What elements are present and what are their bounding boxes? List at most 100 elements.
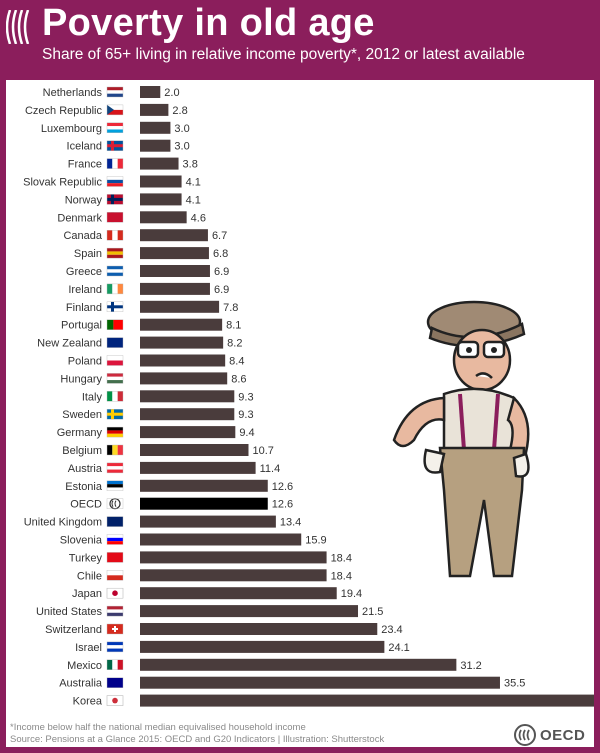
elderly-man-empty-pockets-icon (392, 300, 530, 578)
value-label: 6.7 (212, 230, 227, 242)
bar (140, 640, 385, 653)
country-flag-icon (106, 104, 124, 116)
category-label: New Zealand (37, 338, 102, 350)
bar (140, 658, 457, 671)
category-label: Norway (65, 194, 103, 206)
value-label: 9.3 (238, 409, 253, 421)
value-label: 3.8 (183, 159, 198, 171)
value-label: 21.5 (362, 606, 383, 618)
bar (140, 265, 210, 277)
oecd-stripes-icon (6, 10, 30, 44)
bar (140, 157, 179, 170)
value-label: 11.4 (260, 463, 281, 475)
country-flag-icon (106, 480, 124, 491)
value-label: 8.1 (226, 320, 241, 332)
category-label: Czech Republic (25, 105, 103, 117)
chart-panel: Netherlands 2.0 Czech Republic 2.8 Luxembour… (6, 80, 594, 747)
value-label: 8.4 (229, 356, 244, 368)
category-label: Slovak Republic (23, 177, 102, 189)
bar (140, 587, 337, 600)
value-label: 23.4 (381, 624, 402, 636)
footnote: *Income below half the national median e… (10, 722, 306, 733)
oecd-brand: OECD (514, 724, 585, 746)
category-label: Finland (66, 302, 102, 314)
value-label: 13.4 (280, 517, 301, 529)
category-label: Germany (57, 427, 103, 439)
bar (140, 336, 224, 349)
value-label: 9.3 (238, 391, 253, 403)
country-flag-icon (106, 552, 124, 563)
country-flag-icon (106, 677, 124, 688)
header: Poverty in old age Share of 65+ living i… (0, 0, 600, 80)
country-flag-icon (106, 605, 124, 617)
country-flag-icon (106, 391, 124, 402)
bar (140, 175, 182, 188)
category-label: Hungary (60, 373, 102, 385)
value-label: 6.8 (213, 248, 228, 260)
country-flag-icon (106, 623, 124, 635)
value-label: 6.9 (214, 284, 229, 296)
value-label: 12.6 (272, 499, 293, 511)
category-label: Luxembourg (41, 123, 102, 135)
country-flag-icon (106, 498, 124, 510)
category-label: Ireland (68, 284, 102, 296)
bar (140, 121, 171, 134)
bar (140, 444, 249, 456)
bar (140, 569, 327, 582)
country-flag-icon (106, 265, 124, 277)
category-label: Belgium (62, 445, 102, 457)
country-flag-icon (106, 534, 124, 545)
value-label: 31.2 (460, 660, 481, 672)
country-flag-icon (106, 337, 124, 348)
category-label: Estonia (65, 481, 103, 493)
category-label: Austria (68, 463, 103, 475)
category-label: Denmark (57, 212, 102, 224)
page-title: Poverty in old age (42, 2, 375, 44)
category-label: Japan (72, 588, 102, 600)
value-label: 3.0 (174, 123, 189, 135)
country-flag-icon (106, 247, 124, 259)
bar (140, 676, 500, 689)
country-flag-icon (106, 283, 124, 295)
bar (140, 247, 209, 260)
category-label: Korea (73, 696, 103, 708)
bar (140, 408, 235, 421)
bar (140, 103, 169, 116)
country-flag-icon (106, 122, 124, 133)
category-label: Australia (59, 678, 103, 690)
bar (140, 551, 327, 564)
country-flag-icon (106, 570, 124, 581)
country-flag-icon (106, 319, 124, 330)
category-label: Switzerland (45, 624, 102, 636)
category-label: Mexico (67, 660, 102, 672)
value-label: 3.0 (174, 141, 189, 153)
country-flag-icon (106, 444, 124, 456)
country-flag-icon (106, 86, 124, 98)
value-label: 4.1 (186, 194, 201, 206)
country-flag-icon (106, 158, 124, 169)
bar-chart: Netherlands 2.0 Czech Republic 2.8 Luxembour… (23, 86, 594, 708)
category-label: Poland (68, 356, 102, 368)
country-flag-icon (106, 516, 124, 527)
bar (140, 229, 208, 242)
value-label: 9.4 (239, 427, 254, 439)
country-flag-icon (106, 426, 124, 438)
value-label: 4.6 (191, 212, 206, 224)
value-label: 2.0 (164, 87, 179, 99)
category-label: OECD (70, 499, 102, 511)
bar (140, 211, 187, 224)
country-flag-icon (106, 695, 124, 706)
page-subtitle: Share of 65+ living in relative income p… (42, 46, 525, 63)
oecd-logo-icon (514, 724, 536, 746)
category-label: Canada (63, 230, 102, 242)
country-flag-icon (106, 194, 124, 205)
category-label: Slovenia (60, 535, 103, 547)
category-label: United Kingdom (24, 517, 102, 529)
value-label: 24.1 (388, 642, 409, 654)
country-flag-icon (106, 641, 124, 653)
bar (140, 86, 161, 98)
country-flag-icon (106, 301, 124, 313)
source-note: Source: Pensions at a Glance 2015: OECD … (10, 734, 385, 745)
bar (140, 515, 276, 528)
value-label: 12.6 (272, 481, 293, 493)
